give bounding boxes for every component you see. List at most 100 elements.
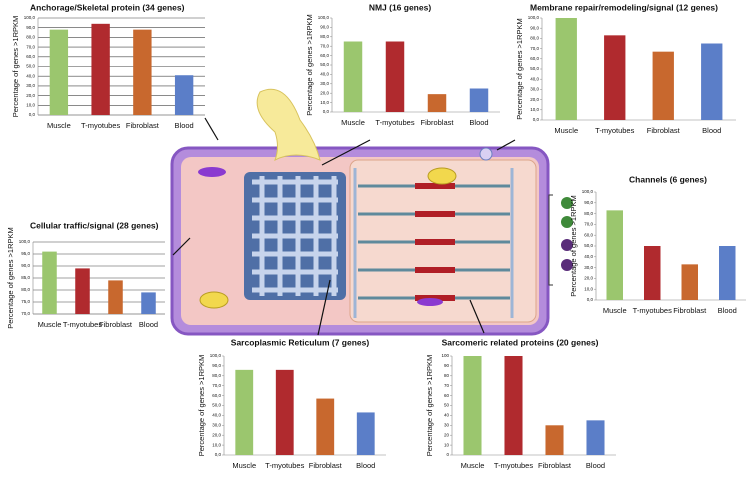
nerve-terminal <box>256 88 321 162</box>
y-tick-label: 80,0 <box>26 35 35 40</box>
bar <box>644 246 661 300</box>
y-tick-label: 0 <box>446 452 449 457</box>
x-tick-label: Muscle <box>341 118 365 127</box>
x-tick-label: Muscle <box>38 320 62 329</box>
nucleus <box>198 167 226 177</box>
y-axis-label: Percentage of genes >1RPKM <box>11 16 20 118</box>
y-tick-label: 10,0 <box>26 102 35 107</box>
chart-title: Cellular traffic/signal (28 genes) <box>30 220 159 230</box>
y-tick-label: 60,0 <box>584 232 593 237</box>
x-tick-label: Fibroblast <box>538 461 572 470</box>
y-tick-label: 100,0 <box>318 15 330 20</box>
x-tick-label: Fibroblast <box>126 121 160 130</box>
y-axis-label: Percentage of genes >1RPKM <box>569 195 578 297</box>
x-tick-label: Fibroblast <box>309 461 343 470</box>
x-tick-label: T-myotubes <box>375 118 414 127</box>
chart-title: Anchorage/Skeletal protein (34 genes) <box>30 2 185 12</box>
chart-title: Sarcoplasmic Reticulum (7 genes) <box>231 337 370 347</box>
y-tick-label: 60,0 <box>530 56 539 61</box>
bar <box>235 369 254 455</box>
y-tick-label: 40,0 <box>584 254 593 259</box>
y-tick-label: 10,0 <box>212 442 221 447</box>
bar <box>356 412 375 455</box>
x-tick-label: Muscle <box>461 461 485 470</box>
bar <box>681 264 698 300</box>
y-tick-label: 60,0 <box>212 393 221 398</box>
x-tick-label: Blood <box>702 126 721 135</box>
y-tick-label: 0,0 <box>323 109 330 114</box>
y-tick-label: 90,0 <box>26 25 35 30</box>
y-tick-label: 0,0 <box>29 112 36 117</box>
y-tick-label: 0,0 <box>533 117 540 122</box>
y-tick-label: 70,0 <box>26 44 35 49</box>
x-tick-label: T-myotubes <box>63 320 102 329</box>
x-tick-label: Blood <box>586 461 605 470</box>
y-tick-label: 20,0 <box>320 90 329 95</box>
bar <box>606 210 623 300</box>
x-tick-label: Fibroblast <box>99 320 133 329</box>
bar <box>108 280 123 314</box>
y-axis-label: Percentage of genes >1RPKM <box>515 18 524 120</box>
y-tick-label: 60,0 <box>320 53 329 58</box>
y-tick-label: 50,0 <box>584 243 593 248</box>
y-tick-label: 10,0 <box>320 100 329 105</box>
y-tick-label: 0,0 <box>215 452 222 457</box>
bar <box>463 356 482 455</box>
y-tick-label: 40 <box>444 413 450 418</box>
y-tick-label: 30,0 <box>26 83 35 88</box>
y-tick-label: 100 <box>441 353 449 358</box>
y-tick-label: 40,0 <box>212 413 221 418</box>
y-tick-label: 70,0 <box>320 43 329 48</box>
bar <box>701 43 723 120</box>
y-tick-label: 90 <box>444 363 450 368</box>
bar <box>504 356 523 455</box>
y-tick-label: 80,0 <box>21 287 30 292</box>
x-tick-label: Blood <box>718 306 737 315</box>
chart: Sarcomeric related proteins (20 genes) Pe… <box>425 337 616 470</box>
y-axis-label: Percentage of genes >1RPKM <box>305 14 314 116</box>
y-tick-label: 40,0 <box>320 72 329 77</box>
y-tick-label: 70,0 <box>21 311 30 316</box>
x-tick-label: Fibroblast <box>647 126 681 135</box>
bar <box>719 246 736 300</box>
x-tick-label: Blood <box>469 118 488 127</box>
bar <box>141 292 156 314</box>
y-tick-label: 30,0 <box>320 81 329 86</box>
bar <box>275 369 294 455</box>
z-lines <box>353 168 514 318</box>
x-tick-label: Fibroblast <box>421 118 455 127</box>
bar <box>652 51 674 120</box>
y-axis-label: Percentage of genes >1RPKM <box>197 355 206 457</box>
chart: Cellular traffic/signal (28 genes) Percen… <box>6 220 165 329</box>
x-tick-label: Muscle <box>232 461 256 470</box>
y-tick-label: 0,0 <box>587 297 594 302</box>
chart: Channels (6 genes) Percentage of genes >1… <box>569 174 746 315</box>
y-tick-label: 80,0 <box>212 373 221 378</box>
y-tick-label: 80 <box>444 373 450 378</box>
bar <box>49 29 69 115</box>
y-tick-label: 95,0 <box>21 251 30 256</box>
chart: Membrane repair/remodeling/signal (12 ge… <box>515 2 736 135</box>
bar <box>427 94 447 112</box>
y-tick-label: 80,0 <box>530 36 539 41</box>
bar <box>316 398 335 455</box>
y-tick-label: 70,0 <box>530 46 539 51</box>
x-tick-label: Blood <box>356 461 375 470</box>
y-tick-label: 50,0 <box>212 403 221 408</box>
bar <box>586 420 605 455</box>
arrows <box>172 117 516 336</box>
x-tick-label: Muscle <box>603 306 627 315</box>
chart: Sarcoplasmic Reticulum (7 genes) Percenta… <box>197 337 386 470</box>
y-tick-label: 60,0 <box>26 54 35 59</box>
y-tick-label: 20,0 <box>26 93 35 98</box>
bar <box>42 251 57 314</box>
y-tick-label: 100,0 <box>582 189 594 194</box>
y-tick-label: 40,0 <box>530 76 539 81</box>
y-axis-label: Percentage of genes >1RPKM <box>6 227 15 329</box>
bar <box>469 88 489 112</box>
y-tick-label: 90,0 <box>21 263 30 268</box>
y-tick-label: 90,0 <box>530 25 539 30</box>
bar <box>343 41 363 112</box>
y-tick-label: 20,0 <box>584 276 593 281</box>
